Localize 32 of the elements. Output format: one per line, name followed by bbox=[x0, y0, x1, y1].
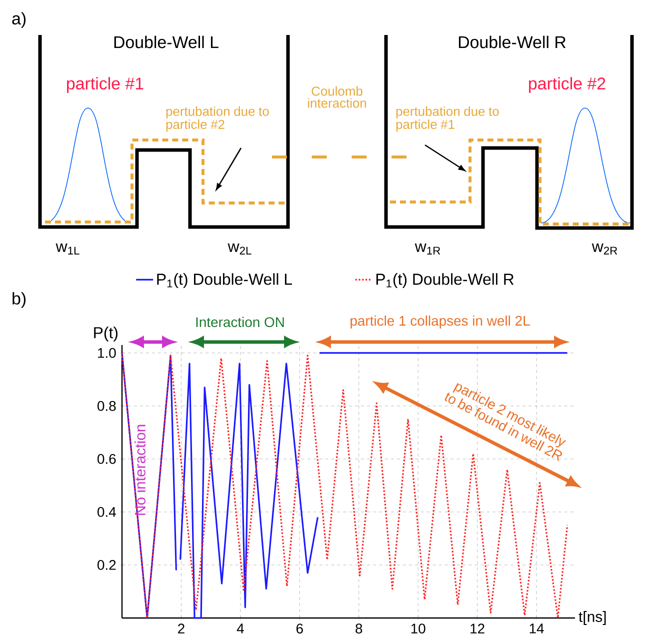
text: particle #2 bbox=[529, 77, 606, 93]
text: w$_{1L}$ bbox=[56, 243, 80, 254]
chart-title: b) bbox=[12, 292, 26, 308]
x-tick-label: 10 bbox=[411, 624, 426, 634]
y-tick-label: 1.0 bbox=[98, 348, 116, 358]
annotation: No interaction bbox=[134, 424, 146, 515]
text: particle 1 collapses in well 2L bbox=[350, 315, 530, 328]
y-tick-label: 0.4 bbox=[98, 507, 116, 517]
text: Coulomb interaction bbox=[308, 86, 366, 108]
x-tick-label: 8 bbox=[356, 624, 362, 634]
text: pertubation due to particle #2 bbox=[166, 106, 269, 132]
x-tick-label: 4 bbox=[236, 624, 244, 634]
legend-label: P$_{1}$(t) Double-Well L bbox=[157, 273, 292, 288]
x-tick-label: 6 bbox=[296, 624, 303, 634]
text: w$_{1R}$ bbox=[414, 243, 440, 254]
text: w$_{2R}$ bbox=[592, 243, 618, 254]
text: Double-Well L bbox=[114, 36, 218, 48]
text: a) bbox=[12, 12, 26, 28]
text: w$_{2L}$ bbox=[228, 243, 252, 254]
x-tick-label: 12 bbox=[470, 624, 484, 634]
y-tick-label: 0.8 bbox=[98, 401, 116, 411]
y-axis-title: P(t) bbox=[94, 326, 118, 342]
text: Interaction ON bbox=[196, 316, 284, 328]
text: particle #1 bbox=[67, 77, 144, 93]
y-tick-label: 0.6 bbox=[98, 454, 116, 464]
x-tick-label: 2 bbox=[178, 624, 184, 634]
text: pertubation due to particle #1 bbox=[396, 106, 499, 132]
text: Double-Well R bbox=[458, 36, 566, 48]
legend-label: P$_{1}$(t) Double-Well R bbox=[376, 273, 514, 288]
y-tick-label: 0.2 bbox=[98, 560, 116, 570]
x-tick-label: 14 bbox=[530, 624, 544, 634]
x-axis-title: t[ns] bbox=[578, 611, 606, 625]
